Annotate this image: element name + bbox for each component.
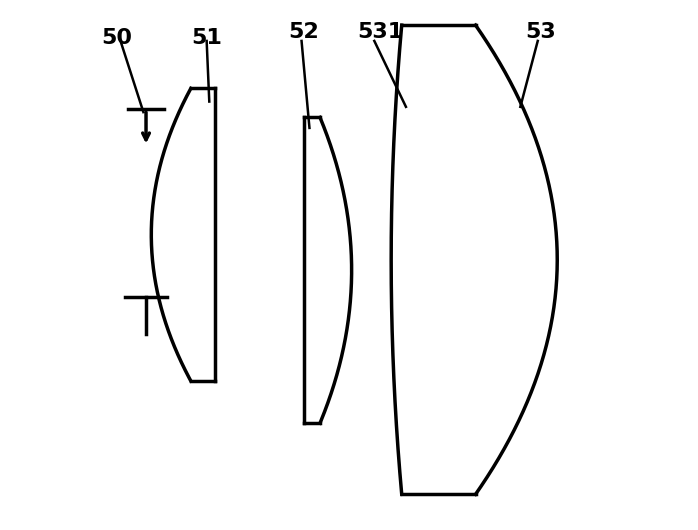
Text: 53: 53 bbox=[526, 22, 556, 42]
Text: 51: 51 bbox=[191, 28, 222, 48]
Text: 50: 50 bbox=[101, 28, 132, 48]
Text: 52: 52 bbox=[288, 22, 319, 42]
Text: 531: 531 bbox=[357, 22, 403, 42]
